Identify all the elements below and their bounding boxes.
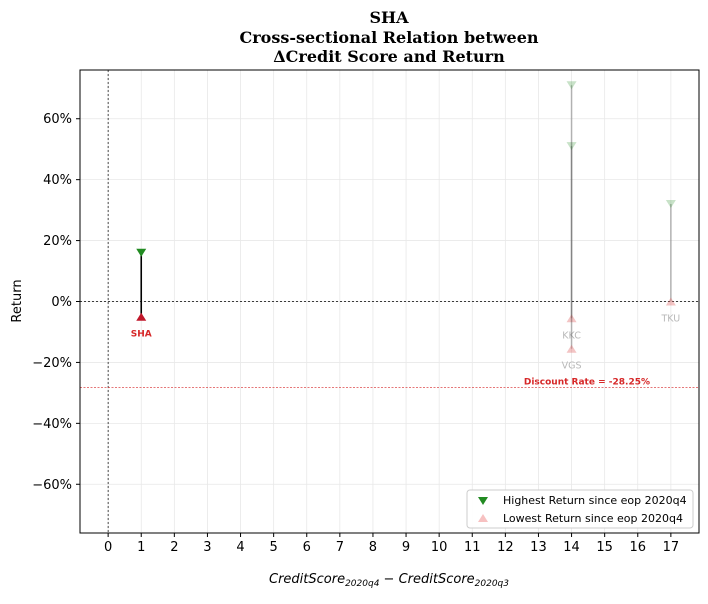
x-tick-label: 6: [303, 540, 311, 555]
chart-title-line-2: Cross-sectional Relation between: [240, 28, 539, 47]
high-marker-KKC: [566, 142, 577, 151]
y-axis-label: Return: [10, 279, 25, 322]
x-axis-label: CreditScore2020q4 − CreditScore2020q3: [269, 572, 509, 589]
chart-title-line-1: SHA: [369, 8, 409, 27]
x-tick-label: 13: [530, 540, 547, 555]
y-axis-ticks: −60% −40% −20% 0% 20% 40% 60%: [32, 112, 80, 493]
x-tick-label: 0: [104, 540, 112, 555]
high-marker-VGS: [566, 81, 577, 90]
discount-rate-label: Discount Rate = -28.25%: [524, 378, 650, 388]
point-label-SHA: SHA: [131, 330, 152, 340]
y-tick-label: −20%: [32, 356, 72, 371]
high-marker-TKU: [665, 200, 676, 209]
plot-frame: [79, 69, 700, 534]
legend-label-highest: Highest Return since eop 2020q4: [503, 494, 687, 507]
legend-marker-lowest: [478, 514, 488, 522]
x-tick-label: 3: [203, 540, 211, 555]
x-tick-label: 4: [236, 540, 244, 555]
x-axis-ticks: 0 1 2 3 4 5 6 7 8 9 10 11 12 13 14 15 16 17: [104, 533, 679, 555]
x-tick-label: 14: [563, 540, 580, 555]
x-tick-label: 12: [497, 540, 514, 555]
chart-title-line-3: ΔCredit Score and Return: [273, 47, 505, 66]
legend-box: [466, 489, 694, 529]
y-tick-label: 0%: [51, 295, 72, 310]
x-axis-label-sub-2: 2020q3: [475, 579, 510, 589]
x-tick-label: 2: [170, 540, 178, 555]
high-marker-SHA: [136, 248, 147, 257]
x-tick-label: 15: [596, 540, 613, 555]
x-tick-label: 1: [137, 540, 145, 555]
low-marker-SHA: [136, 312, 147, 321]
x-tick-label: 5: [270, 540, 278, 555]
point-label-VGS: VGS: [562, 361, 582, 372]
x-tick-label: 9: [402, 540, 410, 555]
legend-label-lowest: Lowest Return since eop 2020q4: [503, 512, 683, 525]
y-tick-label: 60%: [43, 112, 72, 127]
low-marker-VGS: [566, 344, 577, 353]
data-marks: KKC VGS TKU SHA: [131, 81, 680, 372]
legend-marker-highest: [478, 497, 488, 505]
x-tick-label: 16: [629, 540, 646, 555]
reference-lines: [80, 70, 699, 533]
x-tick-label: 10: [431, 540, 448, 555]
low-marker-TKU: [665, 297, 676, 306]
point-label-TKU: TKU: [660, 314, 680, 325]
y-tick-label: −40%: [32, 417, 72, 432]
x-tick-label: 8: [369, 540, 377, 555]
x-tick-label: 11: [464, 540, 481, 555]
point-label-KKC: KKC: [562, 330, 581, 341]
y-tick-label: −60%: [32, 478, 72, 493]
low-marker-KKC: [566, 314, 577, 323]
x-axis-label-sub-1: 2020q4: [345, 579, 380, 589]
x-tick-label: 17: [663, 540, 680, 555]
x-axis-label-term-2: − CreditScore: [379, 572, 474, 587]
y-tick-label: 20%: [43, 234, 72, 249]
x-axis-label-term-1: CreditScore: [269, 572, 345, 587]
x-tick-label: 7: [336, 540, 344, 555]
y-tick-label: 40%: [43, 173, 72, 188]
legend: Highest Return since eop 2020q4 Lowest R…: [466, 489, 694, 529]
